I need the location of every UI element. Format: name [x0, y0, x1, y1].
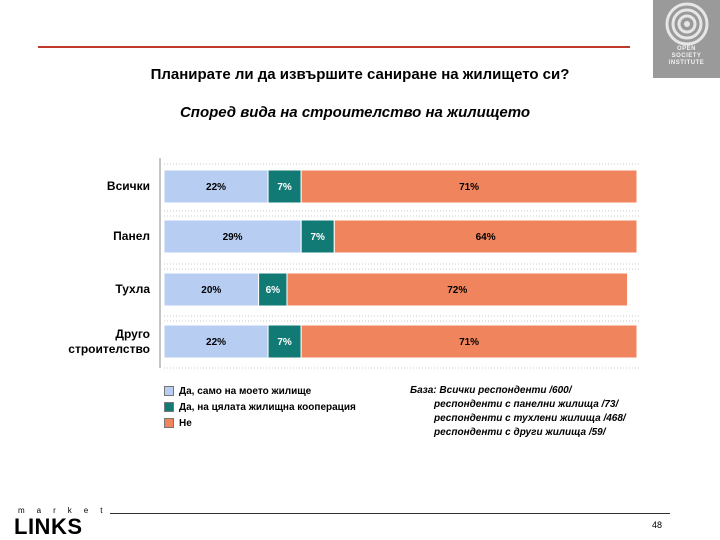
- base-note-line: респонденти с тухлени жилища /468/: [434, 413, 626, 424]
- brand-market: market: [18, 506, 115, 515]
- open-society-logo: OPEN SOCIETY INSTITUTE: [653, 0, 720, 78]
- bottom-divider: [110, 513, 670, 514]
- bar-segment: [267, 169, 302, 204]
- logo-line: INSTITUTE: [668, 60, 705, 66]
- legend-label: Да, само на моето жилище: [179, 385, 312, 397]
- logo-line: SOCIETY: [671, 53, 702, 59]
- bar-value-label: 6%: [266, 285, 281, 296]
- spiral-icon: [665, 2, 709, 46]
- category-label: Тухла: [115, 282, 150, 297]
- bar-value-label: 22%: [206, 182, 226, 193]
- legend-swatch: [164, 418, 174, 428]
- page-number: 48: [652, 520, 663, 530]
- bar-value-label: 29%: [223, 232, 243, 243]
- bar-value-label: 7%: [277, 182, 292, 193]
- category-label-line: Друго: [115, 326, 150, 341]
- bar-value-label: 64%: [476, 232, 496, 243]
- bar-segment: [258, 272, 288, 307]
- legend-label: Да, на цялата жилищна кооперация: [179, 401, 356, 413]
- bar-segment: [300, 169, 638, 204]
- base-note-line: респонденти с панелни жилища /73/: [434, 399, 619, 410]
- bar-segment: [163, 272, 260, 307]
- bar-value-label: 22%: [206, 337, 226, 348]
- bar-value-label: 71%: [459, 182, 479, 193]
- category-label: Всички: [107, 179, 150, 194]
- bar-segment: [286, 272, 629, 307]
- page-title: Планирате ли да извършите саниране на жи…: [150, 66, 570, 83]
- legend-item: Не: [164, 415, 356, 431]
- category-label: Панел: [113, 229, 150, 244]
- category-label-line: Всички: [106, 179, 150, 193]
- bar-segment: [300, 324, 638, 359]
- bar-segment: [163, 169, 269, 204]
- bar-value-label: 20%: [201, 285, 221, 296]
- chart-legend: Да, само на моето жилище Да, на цялата ж…: [164, 383, 356, 431]
- logo-line: OPEN: [676, 46, 696, 52]
- legend-swatch: [164, 386, 174, 396]
- category-label-line: строителство: [68, 341, 150, 356]
- bar-value-label: 71%: [459, 337, 479, 348]
- base-note: База: Всички респонденти /600/ респонден…: [410, 384, 626, 440]
- page-subtitle: Според вида на строителство на жилището: [179, 104, 531, 121]
- category-label-line: Тухла: [115, 282, 150, 296]
- bar-value-label: 7%: [277, 337, 292, 348]
- bar-segment: [163, 324, 269, 359]
- bar-segment: [300, 219, 335, 254]
- bar-value-label: 7%: [310, 232, 325, 243]
- base-note-line: База: Всички респонденти /600/: [410, 385, 572, 396]
- category-label: Друго строителство: [68, 327, 150, 357]
- legend-item: Да, на цялата жилищна кооперация: [164, 399, 356, 415]
- category-label-line: Панел: [113, 229, 150, 243]
- legend-label: Не: [179, 417, 192, 429]
- top-divider: [38, 46, 630, 48]
- legend-item: Да, само на моето жилище: [164, 383, 356, 399]
- bar-segment: [333, 219, 638, 254]
- legend-swatch: [164, 402, 174, 412]
- base-note-line: респонденти с други жилища /59/: [434, 427, 606, 438]
- bar-value-label: 72%: [447, 285, 467, 296]
- bar-segment: [267, 324, 302, 359]
- brand-links-logo: LINKS: [14, 514, 83, 539]
- bar-segment: [163, 219, 302, 254]
